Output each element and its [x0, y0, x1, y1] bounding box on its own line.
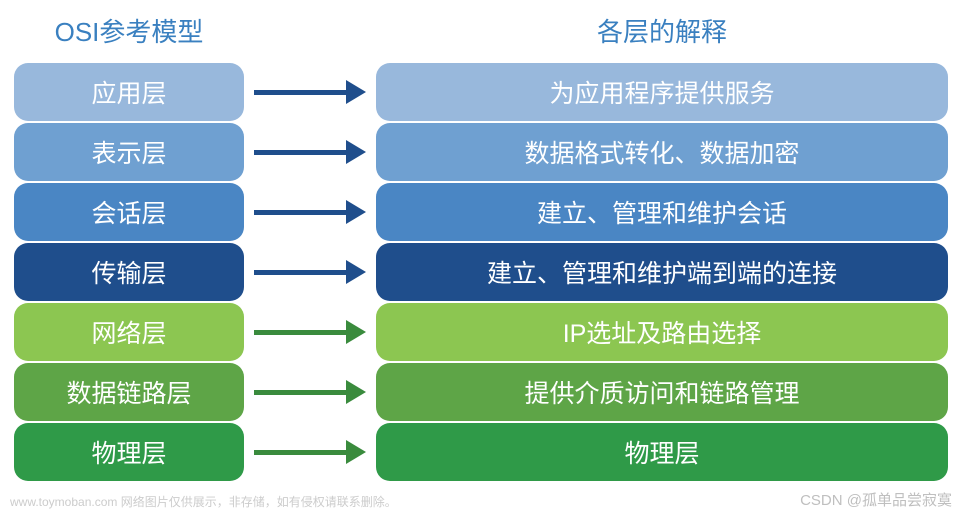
header-row: OSI参考模型 各层的解释 [14, 12, 948, 49]
arrow-icon [254, 80, 366, 104]
arrow-line [254, 390, 346, 395]
arrow-head [346, 380, 366, 404]
layer-desc-box: 物理层 [376, 423, 948, 481]
arrow-line [254, 150, 346, 155]
layer-desc: 建立、管理和维护会话 [537, 194, 787, 230]
footer-left-text: www.toymoban.com 网络图片仅供展示，非存储，如有侵权请联系删除。 [10, 493, 397, 510]
arrow-icon [254, 140, 366, 164]
layer-name-box: 表示层 [14, 123, 244, 181]
arrow-wrap [244, 80, 376, 104]
arrow-wrap [244, 260, 376, 284]
layer-name-box: 物理层 [14, 423, 244, 481]
arrow-head [346, 200, 366, 224]
layer-name-box: 传输层 [14, 243, 244, 301]
layer-name: 物理层 [91, 434, 166, 470]
osi-diagram: OSI参考模型 各层的解释 应用层 为应用程序提供服务表示层 数据格式转化、数据加密… [14, 12, 948, 482]
layer-name-box: 会话层 [14, 183, 244, 241]
layer-desc: 提供介质访问和链路管理 [524, 374, 799, 410]
layer-desc: 建立、管理和维护端到端的连接 [487, 254, 837, 290]
arrow-wrap [244, 440, 376, 464]
layer-name-box: 数据链路层 [14, 363, 244, 421]
arrow-icon [254, 320, 366, 344]
layer-desc: 数据格式转化、数据加密 [524, 134, 799, 170]
layer-name: 网络层 [91, 314, 166, 350]
layer-desc: 物理层 [624, 434, 699, 470]
layer-name: 会话层 [91, 194, 166, 230]
arrow-icon [254, 260, 366, 284]
layer-row-2: 会话层 建立、管理和维护会话 [14, 182, 948, 242]
arrow-line [254, 450, 346, 455]
right-title: 各层的解释 [597, 17, 727, 47]
arrow-line [254, 270, 346, 275]
arrow-head [346, 140, 366, 164]
layer-name: 应用层 [91, 74, 166, 110]
header-left: OSI参考模型 [14, 12, 244, 49]
layer-name: 传输层 [91, 254, 166, 290]
layer-desc-box: 提供介质访问和链路管理 [376, 363, 948, 421]
layer-desc-box: IP选址及路由选择 [376, 303, 948, 361]
layer-desc: 为应用程序提供服务 [549, 74, 774, 110]
arrow-icon [254, 380, 366, 404]
layer-rows: 应用层 为应用程序提供服务表示层 数据格式转化、数据加密会话层 建立、管理和维护会话传… [14, 62, 948, 482]
arrow-wrap [244, 380, 376, 404]
arrow-wrap [244, 140, 376, 164]
layer-row-5: 数据链路层 提供介质访问和链路管理 [14, 362, 948, 422]
arrow-line [254, 210, 346, 215]
layer-name-box: 网络层 [14, 303, 244, 361]
header-right: 各层的解释 [376, 12, 948, 49]
arrow-head [346, 260, 366, 284]
left-title: OSI参考模型 [55, 17, 204, 47]
layer-row-6: 物理层 物理层 [14, 422, 948, 482]
layer-desc-box: 为应用程序提供服务 [376, 63, 948, 121]
layer-name-box: 应用层 [14, 63, 244, 121]
arrow-line [254, 330, 346, 335]
layer-name: 表示层 [91, 134, 166, 170]
layer-name: 数据链路层 [66, 374, 191, 410]
layer-row-4: 网络层 IP选址及路由选择 [14, 302, 948, 362]
arrow-icon [254, 200, 366, 224]
arrow-icon [254, 440, 366, 464]
arrow-wrap [244, 320, 376, 344]
layer-desc: IP选址及路由选择 [563, 314, 762, 350]
layer-row-0: 应用层 为应用程序提供服务 [14, 62, 948, 122]
layer-row-1: 表示层 数据格式转化、数据加密 [14, 122, 948, 182]
arrow-head [346, 80, 366, 104]
arrow-line [254, 90, 346, 95]
footer-right-text: CSDN @孤单品尝寂寞 [800, 489, 952, 510]
arrow-head [346, 440, 366, 464]
layer-desc-box: 数据格式转化、数据加密 [376, 123, 948, 181]
arrow-head [346, 320, 366, 344]
arrow-wrap [244, 200, 376, 224]
layer-row-3: 传输层 建立、管理和维护端到端的连接 [14, 242, 948, 302]
layer-desc-box: 建立、管理和维护端到端的连接 [376, 243, 948, 301]
layer-desc-box: 建立、管理和维护会话 [376, 183, 948, 241]
